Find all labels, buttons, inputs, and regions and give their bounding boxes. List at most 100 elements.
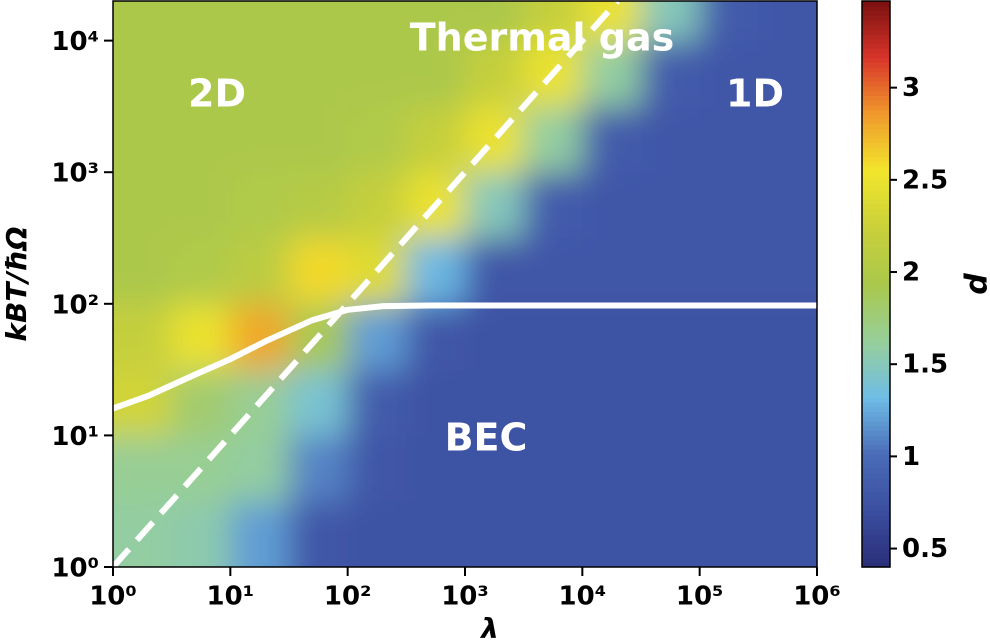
colorbar-segment [862,128,890,134]
colorbar-segment [862,335,890,342]
heat-cell [582,1,642,42]
solid-line [113,302,817,412]
x-tick-label: 10⁰ [89,582,137,612]
colorbar: 0.5 1 1.5 2 2.5 3 d [861,0,990,568]
heat-cell [465,501,525,567]
colorbar-segment [862,340,890,346]
colorbar-segment [862,213,890,219]
colorbar-segment [862,434,890,441]
heat-cell [582,303,642,371]
colorbar-segment [862,265,890,271]
y-tick-label: 10³ [51,159,99,189]
colorbar-segment [862,449,890,455]
colorbar-segment [862,147,890,153]
heat-cell [640,106,701,173]
heat-cell [288,435,349,502]
heat-cell [230,435,290,502]
heat-cell [523,435,583,502]
colorbar-segment [862,298,890,304]
heat-cell [699,435,759,502]
colorbar-segment [862,170,890,177]
heat-cell [465,369,525,436]
colorbar-segment [862,533,890,540]
x-tick-label: 10³ [441,582,489,612]
heat-cell [465,40,525,107]
colorbar-segment [862,222,890,228]
heat-cell [288,1,349,42]
colorbar-segment [862,364,890,370]
heat-cell [523,501,583,567]
axes: 10⁰ 10¹ 10² 10³ 10⁴ 10⁵ 10⁶ 10⁰ 10¹ 10² 10³ 10⁴ [51,27,840,611]
colorbar-segment [862,312,890,318]
colorbar-segment [862,137,890,144]
colorbar-segment [862,29,890,35]
x-tick-label: 10¹ [207,582,255,612]
colorbar-tick-label: 2.5 [902,165,948,195]
colorbar-segment [862,85,890,92]
heat-cell [230,238,290,305]
colorbar-segment [862,90,890,96]
heat-cell [758,106,817,173]
colorbar-segment [862,274,890,280]
colorbar-segment [862,529,890,535]
colorbar-segment [862,482,890,488]
colorbar-segment [862,416,890,422]
heat-cell [758,435,817,502]
colorbar-segment [862,48,890,54]
heat-cell [406,40,466,107]
colorbar-segment [862,194,890,200]
colorbar-segment [862,43,890,49]
heat-cell [113,303,173,371]
heat-cell [406,106,466,173]
colorbar-segment [862,250,890,257]
colorbar-segment [862,293,890,299]
colorbar-segment [862,406,890,412]
x-tick-label: 10⁶ [793,582,841,612]
colorbar-segment [862,34,890,40]
colorbar-segment [862,123,890,129]
heat-cell [113,172,173,239]
heat-cell [113,435,173,502]
heat-cell [171,172,231,239]
heat-cell [113,238,173,305]
colorbar-tick-label: 1.5 [902,350,948,380]
heat-cell [288,172,349,239]
colorbar-segment [862,500,890,507]
x-tick-label: 10⁴ [559,582,607,612]
colorbar-segment [862,288,890,295]
heat-cell [288,369,349,436]
colorbar-segment [862,10,890,16]
colorbar-segment [862,538,890,545]
colorbar-segment [862,57,890,63]
heat-cell [523,369,583,436]
heat-cell [699,172,759,239]
colorbar-segment [862,401,890,408]
colorbar-segment [862,104,890,111]
heat-cell [113,40,173,107]
heat-cell [347,106,407,173]
colorbar-segment [862,444,890,450]
colorbar-segment [862,161,890,167]
heat-cell [758,501,817,567]
colorbar-tick-label: 2 [902,258,920,288]
colorbar-segment [862,5,890,12]
heat-cell [465,303,525,371]
colorbar-segment [862,67,890,73]
colorbar-segment [862,15,890,21]
colorbar-segment [862,317,890,323]
colorbar-segment [862,199,890,205]
colorbar-segment [862,387,890,394]
annotation: Thermal gas [410,16,674,60]
colorbar-segment [862,203,890,210]
heat-cell [406,369,466,436]
heat-cell [699,106,759,173]
colorbar-label: d [960,273,990,295]
colorbar-segment [862,95,890,101]
colorbar-segment [862,175,890,181]
heat-cell [640,369,701,436]
colorbar-segment [862,208,890,214]
colorbar-segment [862,350,890,356]
colorbar-segment [862,184,890,191]
heat-cell [758,40,817,107]
